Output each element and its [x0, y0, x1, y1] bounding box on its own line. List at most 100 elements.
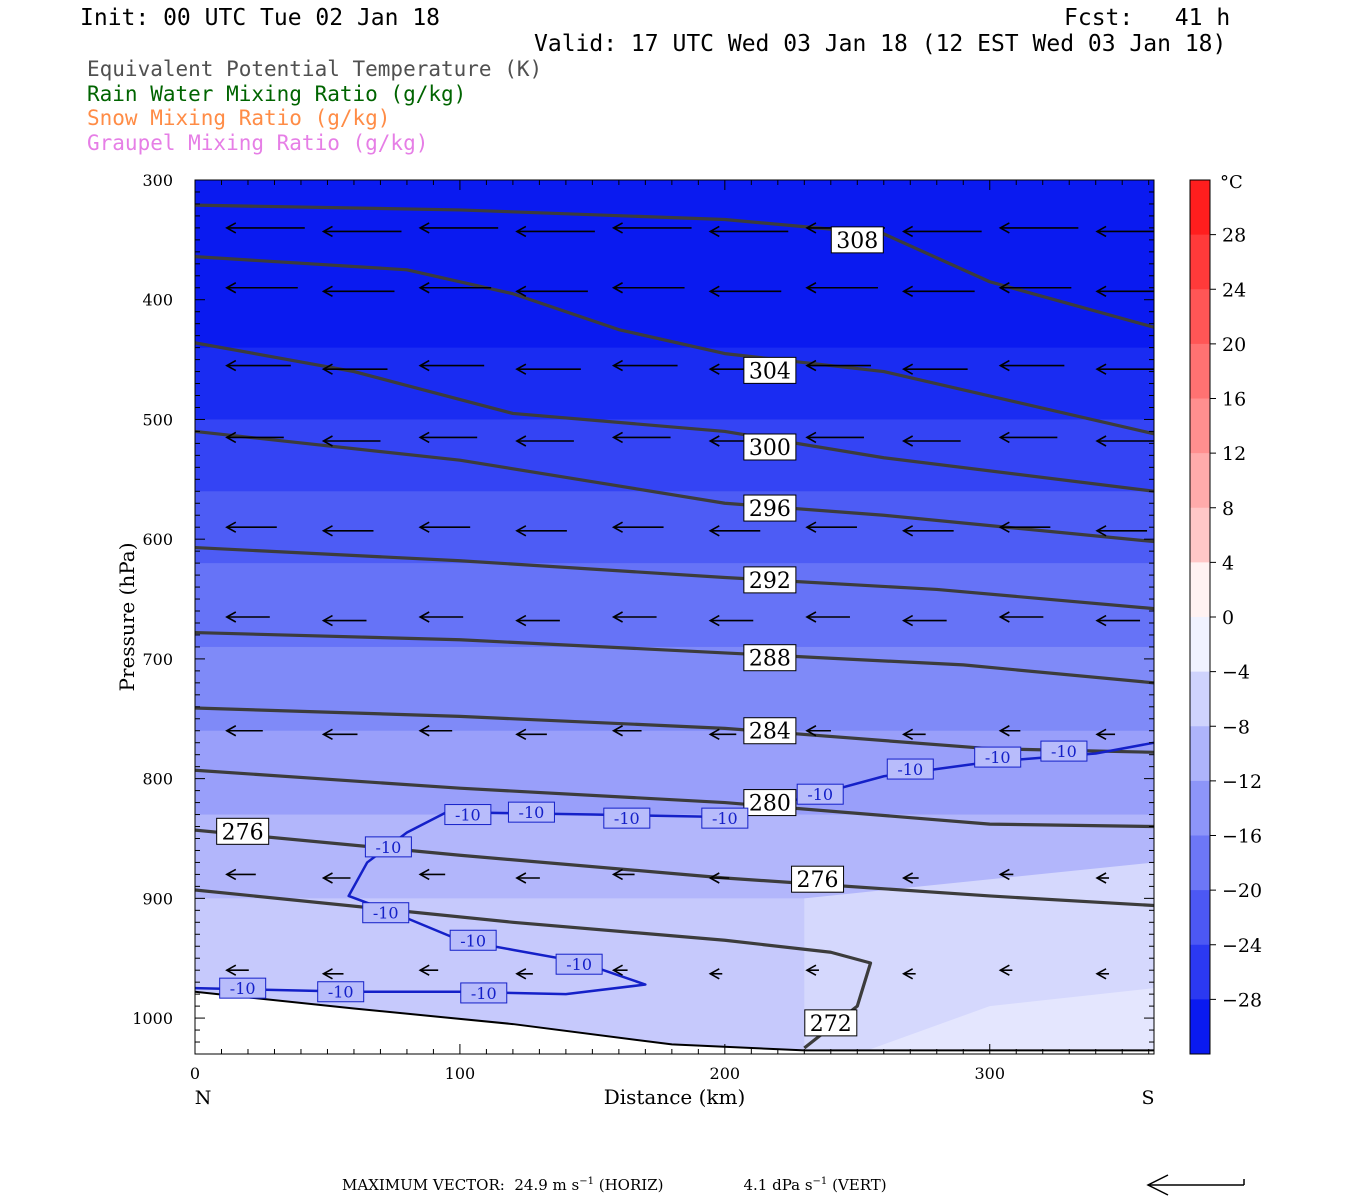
- theta-e-contour: [195, 630, 1154, 685]
- wind-vector-head: [515, 363, 527, 375]
- field-label-theta-e: Equivalent Potential Temperature (K): [87, 57, 543, 81]
- wind-vector: [611, 222, 692, 234]
- x-tick-label: 0: [190, 1064, 200, 1083]
- temperature-label: -10: [974, 746, 1022, 768]
- wind-vector: [321, 435, 381, 447]
- wind-vector: [418, 725, 453, 737]
- wind-vector: [225, 282, 298, 294]
- theta-e-label-text: 304: [749, 359, 791, 384]
- shade-warm-pocket: [857, 988, 1154, 1054]
- temperature-label-box: [444, 804, 492, 826]
- wind-vector: [1095, 525, 1148, 537]
- wind-vector: [708, 225, 789, 238]
- temperature-label-text: -10: [985, 748, 1011, 767]
- wind-vector-head: [805, 725, 817, 737]
- wind-vector: [225, 222, 305, 234]
- theta-e-label: 272: [804, 1009, 858, 1037]
- wind-vector-head: [515, 614, 527, 627]
- wind-vector: [708, 285, 782, 298]
- theta-e-contour: [195, 545, 1154, 611]
- wind-vector: [321, 872, 351, 884]
- wind-vector-head: [321, 614, 333, 627]
- wind-vector-head: [225, 611, 237, 623]
- theta-e-label-text: 276: [797, 868, 839, 893]
- wind-vector: [611, 725, 642, 737]
- y-axis-label: Pressure (hPa): [115, 543, 139, 692]
- wind-vector: [418, 521, 471, 533]
- theta-e-label-text: 300: [749, 436, 791, 461]
- wind-vector: [1095, 435, 1154, 447]
- wind-vector-head: [902, 363, 914, 375]
- wind-vector: [418, 964, 439, 976]
- wind-vector-head: [902, 968, 914, 980]
- colorbar-swatch: [1190, 289, 1210, 345]
- forecast-hour: Fcst: 41 h: [1064, 5, 1231, 31]
- wind-vector-head: [418, 359, 430, 372]
- temperature-label-box: [974, 746, 1022, 768]
- wind-vector: [1095, 872, 1110, 884]
- theta-e-label-box: [791, 865, 845, 893]
- theta-e-label-box: [743, 644, 797, 672]
- colorbar-label: 12: [1222, 443, 1246, 465]
- x-tick-label: 100: [445, 1064, 476, 1083]
- wind-vector: [902, 435, 961, 447]
- colorbar-swatch: [1190, 999, 1210, 1055]
- wind-vector-head: [225, 521, 237, 533]
- wind-vector-head: [418, 611, 430, 623]
- temperature-label-box: [219, 977, 267, 999]
- wind-vector-head: [321, 968, 333, 980]
- wind-vector-head: [515, 285, 527, 298]
- colorbar-label: 28: [1222, 225, 1246, 247]
- footer-horiz-unit: (HORIZ): [593, 1176, 664, 1194]
- footer-vert-exp: −1: [812, 1176, 828, 1187]
- x-end-label-north: N: [195, 1087, 212, 1109]
- temperature-label-box: [449, 929, 497, 951]
- wind-vector-head: [225, 282, 237, 294]
- wind-vector-head: [225, 868, 237, 881]
- wind-vector-head: [998, 725, 1010, 737]
- wind-vector: [515, 363, 581, 375]
- wind-vector-head: [515, 225, 527, 238]
- wind-vector: [321, 363, 388, 375]
- wind-vector: [418, 282, 492, 294]
- y-tick-label: 300: [142, 171, 173, 190]
- wind-vector-head: [902, 225, 914, 238]
- wind-vector-head: [998, 359, 1010, 372]
- wind-vector: [902, 363, 968, 375]
- wind-vector-head: [805, 964, 817, 976]
- colorbar-label: −4: [1222, 662, 1250, 684]
- colorbar-label: 4: [1222, 552, 1234, 574]
- theta-e-label: 292: [743, 566, 797, 594]
- temperature-label-text: -10: [712, 809, 738, 828]
- theta-e-label-box: [743, 356, 797, 384]
- colorbar-swatch: [1190, 234, 1210, 290]
- temperature-label-box: [507, 801, 555, 823]
- colorbar-label: −16: [1222, 826, 1262, 848]
- wind-vector-head: [225, 964, 237, 976]
- wind-vector: [515, 435, 574, 447]
- wind-vector: [321, 225, 402, 238]
- x-end-label-south: S: [1141, 1087, 1154, 1109]
- wind-vector: [902, 614, 947, 627]
- wind-vector-head: [708, 968, 720, 980]
- wind-vector: [1095, 728, 1116, 741]
- theta-e-contour: [195, 203, 1154, 329]
- wind-vector: [998, 521, 1051, 533]
- wind-vector: [418, 222, 499, 234]
- theta-e-label: 284: [743, 717, 797, 745]
- wind-vector: [1095, 968, 1110, 980]
- terrain-line: [195, 990, 1154, 1052]
- field-label-graupel: Graupel Mixing Ratio (g/kg): [87, 131, 429, 155]
- temperature-label-text: -10: [373, 904, 399, 923]
- colorbar-swatch: [1190, 835, 1210, 891]
- wind-vector-head: [321, 285, 333, 298]
- field-label-snow: Snow Mixing Ratio (g/kg): [87, 106, 391, 130]
- temperature-label: -10: [796, 783, 844, 805]
- colorbar-label: 0: [1222, 607, 1234, 629]
- wind-vector: [708, 728, 737, 741]
- temperature-label: -10: [449, 929, 497, 951]
- wind-vector-head: [321, 363, 333, 375]
- wind-vector-head: [708, 525, 720, 537]
- temperature-label-box: [460, 982, 508, 1004]
- wind-vector: [225, 868, 256, 881]
